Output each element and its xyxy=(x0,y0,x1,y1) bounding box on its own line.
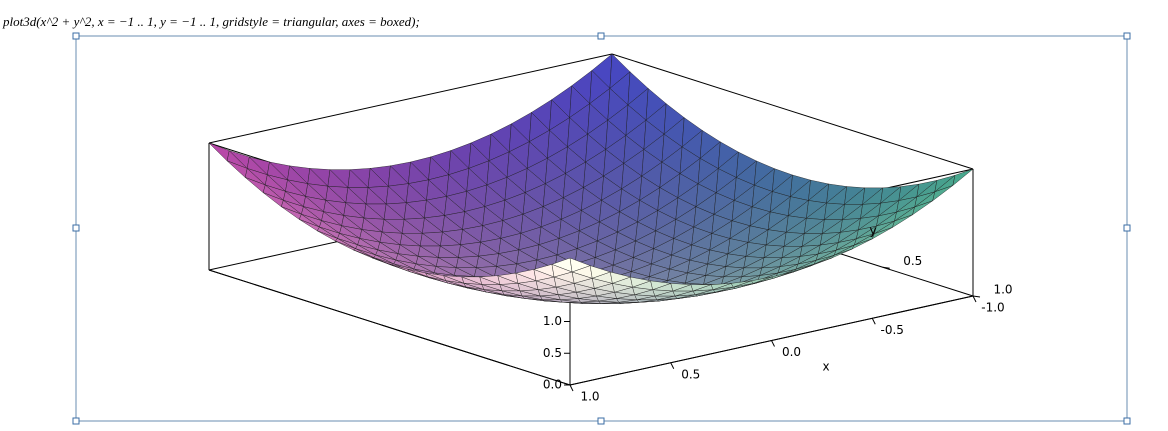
tick-label: 1.0 xyxy=(580,390,599,404)
plot3d: 1.0 0.5 0.0 -0.5 -1.0 1.0 0.5 0.0 0.5 1.0 x y xyxy=(208,53,1013,404)
tick-label: -1.0 xyxy=(981,301,1004,315)
surface-facet xyxy=(569,257,591,273)
surface-facet xyxy=(690,284,712,292)
tick-label: 0.5 xyxy=(903,254,922,268)
surface-facet xyxy=(317,230,338,242)
command[interactable]: plot3d(x^2 + y^2, x = −1 .. 1, y = −1 ..… xyxy=(2,14,420,29)
surface-facet xyxy=(932,185,954,202)
surface-facet xyxy=(912,200,933,216)
surface-facet xyxy=(262,192,284,208)
surface-facet xyxy=(208,142,230,162)
tick-label: 0.0 xyxy=(782,345,801,359)
box-edge xyxy=(208,53,613,144)
tick-label: 1.0 xyxy=(993,283,1012,297)
tick-label: 0.0 xyxy=(543,378,562,392)
tick-mark xyxy=(871,318,876,325)
tick-mark xyxy=(771,340,775,347)
axis-label: y xyxy=(869,224,876,238)
surface-facet xyxy=(226,160,248,178)
surface-facet xyxy=(710,283,732,290)
box-edge xyxy=(611,53,974,170)
surface-facet xyxy=(589,265,612,279)
tick-mark xyxy=(670,362,675,369)
surface-facet xyxy=(650,280,671,291)
resize-handles[interactable] xyxy=(72,32,1131,425)
tick-label: 0.5 xyxy=(681,367,700,381)
surface-facet xyxy=(609,271,632,284)
surface-facet xyxy=(891,214,913,229)
surface-facet xyxy=(443,275,465,284)
tick-label: 1.0 xyxy=(543,314,562,328)
surface-facet xyxy=(353,249,374,258)
surface-facet xyxy=(871,227,893,240)
surface-facet xyxy=(630,276,652,288)
tick-label: 0.5 xyxy=(543,346,562,360)
surface-facet xyxy=(670,283,691,292)
surface-facet xyxy=(952,168,974,187)
tick-mark xyxy=(972,295,977,303)
surface-facet xyxy=(730,280,752,288)
box-edge xyxy=(208,269,571,386)
tick-mark xyxy=(972,295,981,298)
axis-label: x xyxy=(822,360,829,374)
surface-facet xyxy=(791,265,812,273)
surface-facet xyxy=(851,238,873,250)
surface-facet xyxy=(831,248,853,259)
surface-facet xyxy=(811,257,833,266)
surface-facet xyxy=(750,276,772,284)
surface-facet xyxy=(770,271,792,279)
tick-mark xyxy=(882,266,890,269)
tick-mark xyxy=(569,384,574,392)
tick-label: -0.5 xyxy=(881,323,904,337)
